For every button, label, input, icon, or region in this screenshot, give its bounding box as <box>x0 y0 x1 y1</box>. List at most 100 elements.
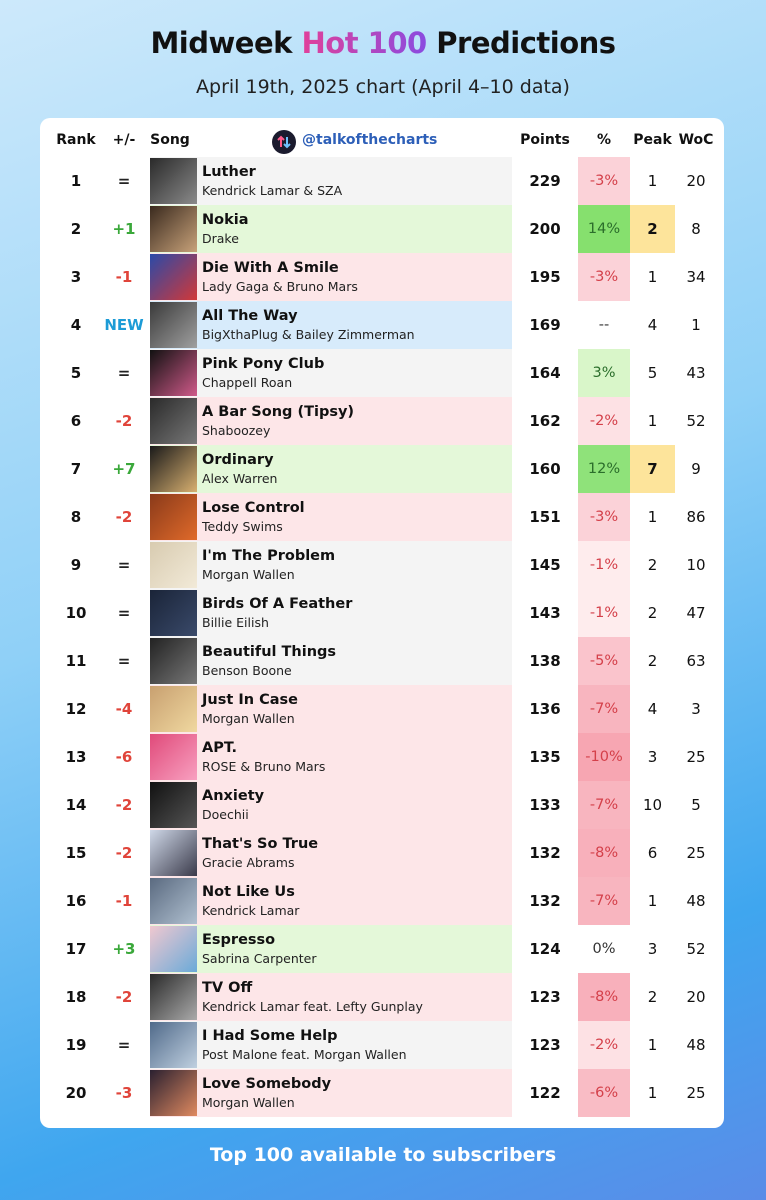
percent-change: -10% <box>578 733 630 781</box>
percent-change: 0% <box>592 941 616 957</box>
points: 135 <box>529 748 561 766</box>
song-artist: Alex Warren <box>202 471 278 486</box>
album-art <box>150 254 197 300</box>
album-art <box>150 1022 197 1068</box>
album-art <box>150 926 197 972</box>
rank: 2 <box>70 220 82 238</box>
points: 164 <box>529 364 561 382</box>
song-title: Luther <box>202 164 256 180</box>
peak: 1 <box>647 268 658 286</box>
title: Midweek Hot 100 Predictions <box>0 26 766 60</box>
song-artist: Morgan Wallen <box>202 567 295 582</box>
points: 229 <box>529 172 561 190</box>
table-row: 1 = Luther Kendrick Lamar & SZA 229 -3% 1 20 <box>40 157 724 205</box>
weeks-on-chart: 20 <box>686 172 706 190</box>
table-row: 17 +3 Espresso Sabrina Carpenter 124 0% 3 52 <box>40 925 724 973</box>
album-art <box>150 206 197 252</box>
song-artist: Post Malone feat. Morgan Wallen <box>202 1047 407 1062</box>
song-artist: ROSE & Bruno Mars <box>202 759 326 774</box>
weeks-on-chart: 63 <box>686 652 706 670</box>
album-art <box>150 302 197 348</box>
album-art <box>150 782 197 828</box>
peak: 2 <box>647 652 658 670</box>
percent-change: -3% <box>578 493 630 541</box>
album-art <box>150 1070 197 1116</box>
song-title: Die With A Smile <box>202 260 339 276</box>
percent-change: -1% <box>578 589 630 637</box>
song-background <box>150 589 512 637</box>
song-background <box>150 829 512 877</box>
table-row: 18 -2 TV Off Kendrick Lamar feat. Lefty Gun… <box>40 973 724 1021</box>
points: 136 <box>529 700 561 718</box>
rank: 15 <box>65 844 87 862</box>
change: = <box>117 556 131 574</box>
peak: 4 <box>647 700 658 718</box>
album-art <box>150 878 197 924</box>
percent-change: -3% <box>578 157 630 205</box>
weeks-on-chart: 1 <box>691 316 701 334</box>
weeks-on-chart: 52 <box>686 412 706 430</box>
rank: 4 <box>70 316 82 334</box>
percent-change: -7% <box>578 685 630 733</box>
song-artist: Gracie Abrams <box>202 855 295 870</box>
peak: 4 <box>647 316 658 334</box>
song-background <box>150 877 512 925</box>
song-title: Nokia <box>202 212 249 228</box>
col-pct: % <box>596 132 612 148</box>
weeks-on-chart: 10 <box>686 556 706 574</box>
album-art <box>150 398 197 444</box>
change: -2 <box>115 844 133 862</box>
table-row: 7 +7 Ordinary Alex Warren 160 12% 7 9 <box>40 445 724 493</box>
table-row: 2 +1 Nokia Drake 200 14% 2 8 <box>40 205 724 253</box>
table-row: 5 = Pink Pony Club Chappell Roan 164 3% 5 43 <box>40 349 724 397</box>
points: 169 <box>529 316 561 334</box>
points: 195 <box>529 268 561 286</box>
footer-note: Top 100 available to subscribers <box>209 1144 557 1166</box>
song-title: Anxiety <box>202 788 265 804</box>
points: 145 <box>529 556 561 574</box>
rank: 17 <box>65 940 87 958</box>
table-row: 20 -3 Love Somebody Morgan Wallen 122 -6% 1 25 <box>40 1069 724 1117</box>
peak: 1 <box>647 172 658 190</box>
song-artist: Billie Eilish <box>202 615 269 630</box>
weeks-on-chart: 86 <box>686 508 706 526</box>
change: +1 <box>112 220 136 238</box>
weeks-on-chart: 20 <box>686 988 706 1006</box>
rank: 11 <box>65 652 87 670</box>
points: 132 <box>529 892 561 910</box>
percent-change: -5% <box>578 637 630 685</box>
album-art <box>150 734 197 780</box>
table-row: 10 = Birds Of A Feather Billie Eilish 143 -1%… <box>40 589 724 637</box>
song-artist: Kendrick Lamar <box>202 903 300 918</box>
change: = <box>117 652 131 670</box>
change: -2 <box>115 508 133 526</box>
weeks-on-chart: 47 <box>686 604 706 622</box>
change: -4 <box>115 700 133 718</box>
table-row: 6 -2 A Bar Song (Tipsy) Shaboozey 162 -2% 1 52 <box>40 397 724 445</box>
weeks-on-chart: 25 <box>686 748 706 766</box>
album-art <box>150 686 197 732</box>
title-highlight: Hot 100 <box>301 26 428 60</box>
change: = <box>117 172 131 190</box>
weeks-on-chart: 48 <box>686 892 706 910</box>
points: 123 <box>529 1036 561 1054</box>
change: = <box>117 364 131 382</box>
rank: 8 <box>70 508 82 526</box>
song-background <box>150 637 512 685</box>
percent-change: 12% <box>578 445 630 493</box>
logo <box>272 130 296 154</box>
peak: 1 <box>647 508 658 526</box>
table-row: 8 -2 Lose Control Teddy Swims 151 -3% 1 86 <box>40 493 724 541</box>
song-background <box>150 253 512 301</box>
peak: 1 <box>647 1084 658 1102</box>
song-artist: Kendrick Lamar & SZA <box>202 183 343 198</box>
col-rank: Rank <box>56 132 96 148</box>
table-row: 11 = Beautiful Things Benson Boone 138 -5% 2 63 <box>40 637 724 685</box>
change: = <box>117 1036 131 1054</box>
song-title: Love Somebody <box>202 1076 332 1092</box>
change: -2 <box>115 988 133 1006</box>
song-background <box>150 349 512 397</box>
song-background <box>150 541 512 589</box>
song-title: Not Like Us <box>202 884 295 900</box>
song-title: All The Way <box>202 308 298 324</box>
